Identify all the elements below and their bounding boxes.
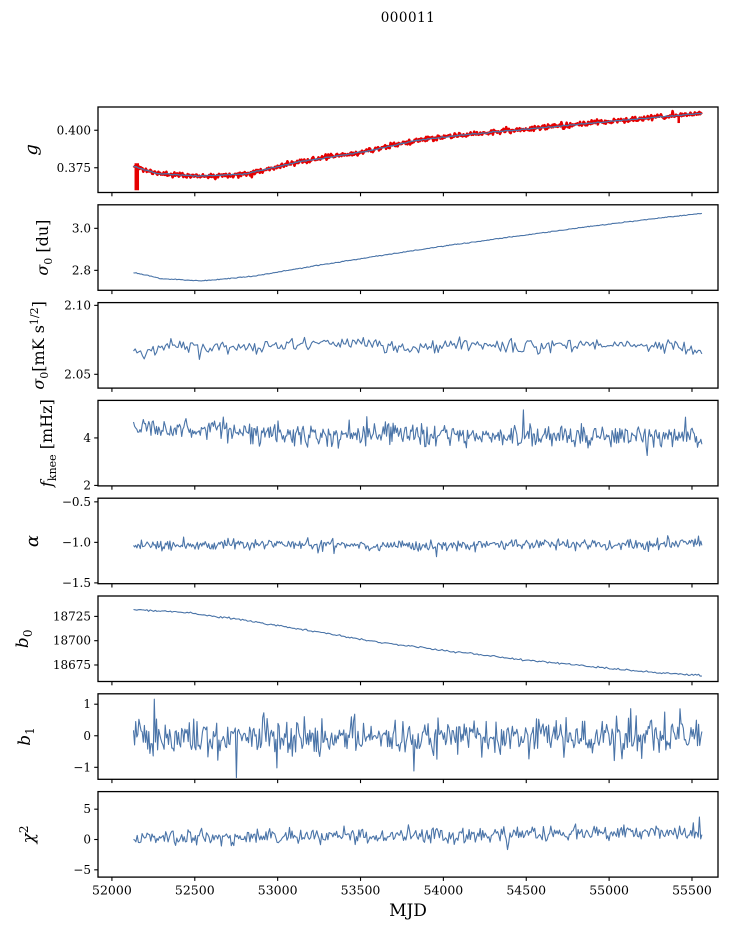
f-knee-line <box>132 409 703 457</box>
y-tick-label: −5 <box>73 863 91 877</box>
x-tick-label: 52500 <box>175 883 215 898</box>
alpha-line <box>133 535 703 558</box>
x-tick-label: 53000 <box>258 883 298 898</box>
y-tick-label: 0 <box>83 833 91 847</box>
y-tick-label: 18700 <box>53 634 91 648</box>
axes-frame <box>97 790 719 878</box>
y-tick-label: 2 <box>83 478 91 492</box>
figure-title: 000011 <box>380 10 436 26</box>
y-tick-label: 5 <box>83 802 91 816</box>
y-tick-label: 0.375 <box>57 161 91 175</box>
y-tick-label: −1 <box>73 760 91 774</box>
panel-sigma0-du: 3.0 2.8 σ0 [du] <box>33 204 719 295</box>
axes-frame <box>97 497 719 585</box>
gain-raw-red <box>132 109 703 181</box>
y-tick-label: 2.05 <box>64 367 91 381</box>
y-axis-label-f-knee: fknee [mHz] <box>37 399 59 488</box>
b0-line <box>133 608 702 677</box>
x-tick-label: 55000 <box>589 883 629 898</box>
x-tick-label: 55500 <box>672 883 712 898</box>
y-tick-label: 2.10 <box>64 298 91 312</box>
y-tick-label: 3.0 <box>72 221 91 235</box>
axes-frame <box>97 399 719 487</box>
y-tick-label: 0 <box>83 729 91 743</box>
y-tick-label: 1 <box>83 697 91 711</box>
y-tick-label: 2.8 <box>72 263 91 277</box>
sigma0-mK-line <box>133 336 703 360</box>
x-tick-label: 54500 <box>506 883 546 898</box>
y-tick-label: 18675 <box>53 658 91 672</box>
gain-smooth-blue <box>133 112 703 178</box>
panel-chi2: 5 0 −5 χ2 52000 52500 53000 53500 54000 54500 5500… <box>17 790 719 898</box>
y-tick-label: −1.5 <box>62 576 91 590</box>
panel-b1: 1 0 −1 b1 <box>15 693 719 784</box>
x-tick-label: 54000 <box>424 883 464 898</box>
panel-sigma0-mK: 2.10 2.05 σ0[mK s1/2] <box>28 298 719 392</box>
panel-g: 0.400 0.375 g <box>21 106 719 197</box>
y-axis-label-b0: b0 <box>13 630 35 649</box>
y-tick-label: 4 <box>83 431 91 445</box>
x-tick-label: 53500 <box>341 883 381 898</box>
sigma0-du-line <box>133 212 703 282</box>
y-tick-label: 0.400 <box>57 123 91 137</box>
axes-frame <box>97 595 719 683</box>
axes-frame <box>97 204 719 291</box>
axes-frame <box>97 301 719 389</box>
y-tick-label: 18725 <box>53 609 91 623</box>
x-tick-label: 52000 <box>92 883 132 898</box>
panel-alpha: −0.5 −1.0 −1.5 α <box>22 495 719 590</box>
chi2-line <box>133 816 703 851</box>
panel-b0: 18725 18700 18675 b0 <box>13 595 719 686</box>
b1-line <box>132 698 703 779</box>
y-axis-label-sigma0-mK: σ0[mK s1/2] <box>28 301 51 390</box>
y-axis-label-g: g <box>21 144 42 156</box>
y-axis-label-chi2: χ2 <box>17 825 39 844</box>
panel-f-knee: 4 2 fknee [mHz] <box>37 399 719 492</box>
x-axis-label: MJD <box>389 901 427 921</box>
y-axis-label-sigma0-du: σ0 [du] <box>33 220 55 276</box>
y-tick-label: −0.5 <box>62 495 91 509</box>
y-axis-label-alpha: α <box>22 535 43 547</box>
y-axis-label-b1: b1 <box>15 727 37 746</box>
axes-frame <box>97 693 719 780</box>
y-tick-label: −1.0 <box>62 535 91 549</box>
axes-frame <box>97 106 719 194</box>
